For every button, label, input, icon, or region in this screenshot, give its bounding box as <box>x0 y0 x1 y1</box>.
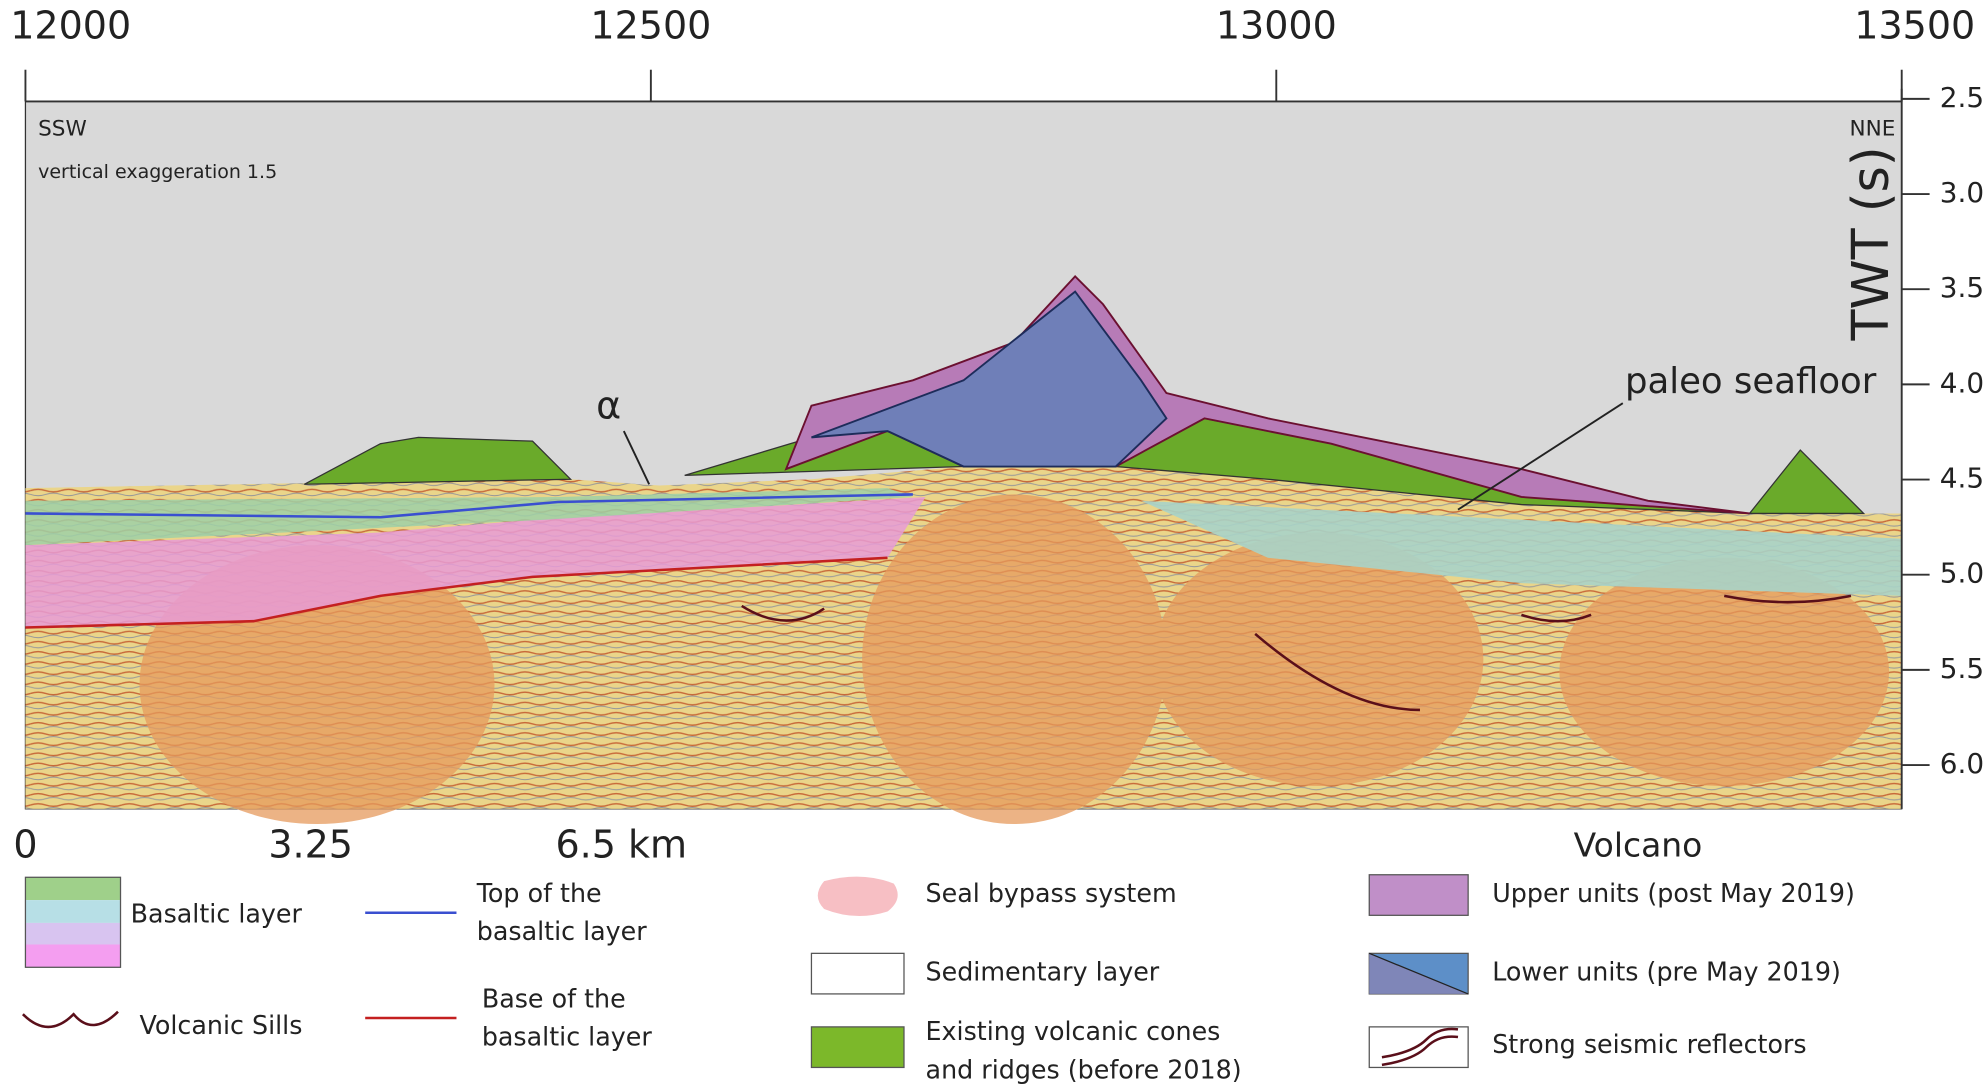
reflector-icon <box>1381 1027 1459 1067</box>
swatch-border <box>24 876 122 968</box>
legend-text: Strong seismic reflectors <box>1492 1029 1806 1059</box>
swatch <box>25 877 121 901</box>
swatch <box>810 952 905 995</box>
base-basaltic-line <box>25 556 888 629</box>
swatch-line <box>1369 952 1469 995</box>
legend-text: Sedimentary layer <box>926 957 1160 987</box>
alpha-leader <box>622 430 651 485</box>
volcano-label: Volcano <box>1574 825 1703 864</box>
y-tick-label: 2.5 <box>1940 81 1984 114</box>
lower-units <box>811 290 1168 468</box>
legend: Basaltic layer Volcanic Sills Top of the… <box>22 874 1855 1084</box>
legend-text: Basaltic layer <box>131 898 303 928</box>
swatch <box>25 922 121 945</box>
swatch <box>25 900 121 923</box>
x-tick-label: 13500 <box>1854 3 1975 47</box>
swatch <box>810 1026 905 1069</box>
y-tick-label: 3.0 <box>1940 176 1984 209</box>
legend-text: Seal bypass system <box>926 878 1177 908</box>
x-tick-label: 13000 <box>1216 3 1337 47</box>
swatch <box>1368 874 1469 916</box>
paleo-label: paleo seafloor <box>1625 361 1877 402</box>
nne-label: NNE <box>1850 116 1896 141</box>
basaltic-pink <box>25 496 926 628</box>
seal-icon <box>817 876 898 917</box>
legend-text: Lower units (pre May 2019) <box>1492 957 1841 987</box>
scale-label: 0 <box>13 822 37 866</box>
legend-text: Top of the <box>476 878 602 908</box>
scale-label: 3.25 <box>268 822 353 866</box>
y-tick-label: 3.5 <box>1940 271 1984 304</box>
legend-text: basaltic layer <box>477 916 648 946</box>
exaggeration-note: vertical exaggeration 1.5 <box>38 161 277 183</box>
top-basaltic-line <box>25 493 913 519</box>
legend-text: basaltic layer <box>482 1021 653 1051</box>
x-tick-label: 12500 <box>590 3 711 47</box>
y-tick-label: 4.5 <box>1940 462 1984 495</box>
ssw-label: SSW <box>38 116 87 141</box>
sills-icon <box>22 1010 119 1028</box>
y-tick-label: 4.0 <box>1940 366 1984 399</box>
y-tick-label: 6.0 <box>1940 747 1984 780</box>
paleo-leader <box>1457 402 1624 511</box>
legend-text: Base of the <box>482 983 626 1013</box>
alpha-label: α <box>596 384 621 428</box>
scale-label: 6.5 km <box>555 822 687 866</box>
volcanic-sills <box>741 594 1852 712</box>
y-tick-label: 5.0 <box>1940 557 1984 590</box>
basaltic-teal <box>1141 500 1902 596</box>
legend-text: Existing volcanic cones <box>926 1016 1221 1046</box>
y-tick-label: 5.5 <box>1940 652 1984 685</box>
legend-text: Volcanic Sills <box>140 1010 303 1040</box>
legend-text: and ridges (before 2018) <box>926 1054 1242 1084</box>
x-tick-label: 12000 <box>10 3 131 47</box>
basaltic-green <box>25 488 913 546</box>
swatch <box>1368 1026 1469 1069</box>
legend-text: Upper units (post May 2019) <box>1492 878 1855 908</box>
y-axis-title: TWT (s) <box>1841 146 1900 341</box>
swatch <box>25 944 121 968</box>
